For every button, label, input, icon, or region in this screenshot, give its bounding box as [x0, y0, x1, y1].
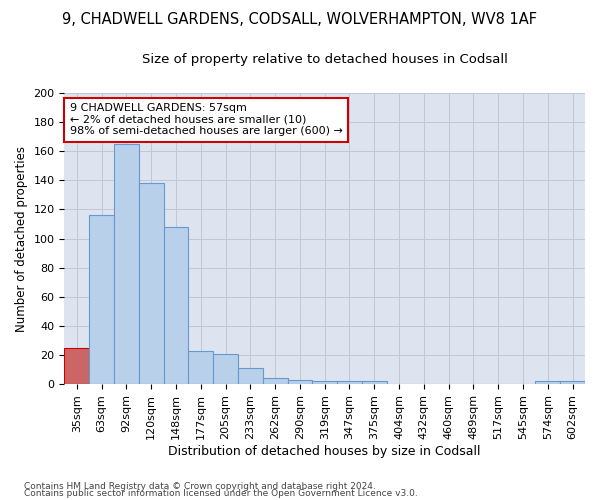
X-axis label: Distribution of detached houses by size in Codsall: Distribution of detached houses by size … [169, 444, 481, 458]
Bar [560, 381, 585, 384]
Bar [535, 381, 560, 384]
Bar [139, 184, 164, 384]
Y-axis label: Number of detached properties: Number of detached properties [15, 146, 28, 332]
Bar [238, 368, 263, 384]
Text: 9, CHADWELL GARDENS, CODSALL, WOLVERHAMPTON, WV8 1AF: 9, CHADWELL GARDENS, CODSALL, WOLVERHAMP… [62, 12, 538, 28]
Bar [337, 381, 362, 384]
Bar [287, 380, 313, 384]
Bar [263, 378, 287, 384]
Bar [64, 348, 89, 384]
Bar [213, 354, 238, 384]
Bar [313, 381, 337, 384]
Title: Size of property relative to detached houses in Codsall: Size of property relative to detached ho… [142, 52, 508, 66]
Text: 9 CHADWELL GARDENS: 57sqm
← 2% of detached houses are smaller (10)
98% of semi-d: 9 CHADWELL GARDENS: 57sqm ← 2% of detach… [70, 103, 343, 136]
Bar [89, 216, 114, 384]
Bar [114, 144, 139, 384]
Text: Contains public sector information licensed under the Open Government Licence v3: Contains public sector information licen… [24, 489, 418, 498]
Bar [362, 381, 386, 384]
Text: Contains HM Land Registry data © Crown copyright and database right 2024.: Contains HM Land Registry data © Crown c… [24, 482, 376, 491]
Bar [188, 350, 213, 384]
Bar [164, 227, 188, 384]
